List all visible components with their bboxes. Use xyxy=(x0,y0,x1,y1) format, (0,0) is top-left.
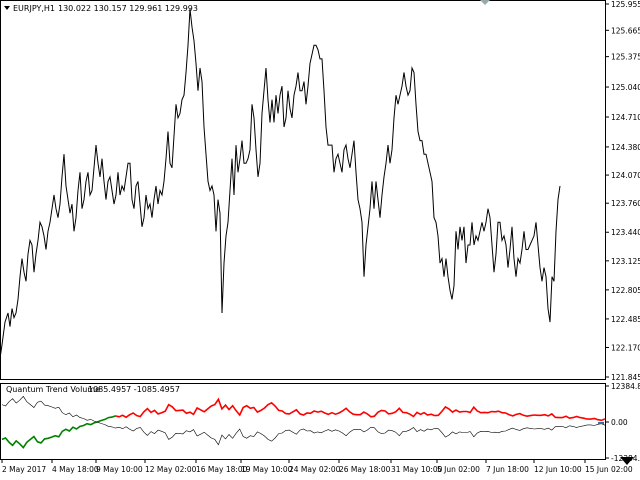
symbol-label: EURJPY,H1 xyxy=(13,4,55,13)
price-tick-label: 122.170 xyxy=(611,344,640,353)
price-tick-label: 123.760 xyxy=(611,199,640,208)
indicator-line-bear xyxy=(1,395,606,446)
time-tick-label: 15 Jun 02:00 xyxy=(585,465,633,474)
time-tick-label: 31 May 10:00 xyxy=(391,465,443,474)
time-tick-label: 9 May 10:00 xyxy=(96,465,143,474)
time-tick-label: 12 May 02:00 xyxy=(145,465,197,474)
time-tick-label: 4 May 18:00 xyxy=(52,465,99,474)
time-tick-label: 26 May 18:00 xyxy=(339,465,391,474)
price-tick-label: 124.070 xyxy=(611,171,640,180)
price-tick-label: 122.485 xyxy=(611,315,640,324)
time-tick-label: 12 Jun 10:00 xyxy=(534,465,582,474)
price-tick-label: 125.665 xyxy=(611,26,640,35)
time-tick-label: 16 May 18:00 xyxy=(196,465,248,474)
price-line xyxy=(0,8,561,359)
price-tick-label: 123.440 xyxy=(611,228,640,237)
price-tick-label: 124.380 xyxy=(611,143,640,152)
indicator-frame xyxy=(0,383,606,460)
price-tick-label: 123.125 xyxy=(611,257,640,266)
indicator-axis: 12384.820.00-12384.82 xyxy=(598,382,640,463)
price-tick-label: 122.805 xyxy=(611,286,640,295)
main-chart-frame xyxy=(0,0,606,380)
price-tick-label: 124.710 xyxy=(611,113,640,122)
indicator-values: 1085.4957 -1085.4957 xyxy=(88,385,180,394)
triangle-down-icon[interactable] xyxy=(4,6,10,10)
price-tick-label: 125.955 xyxy=(611,0,640,9)
time-tick-label: 24 May 02:00 xyxy=(289,465,341,474)
indicator-line-bull-green xyxy=(1,415,116,449)
time-tick-label: 7 Jun 18:00 xyxy=(486,465,529,474)
scroll-marker-icon[interactable] xyxy=(480,0,490,5)
price-tick-label: 121.845 xyxy=(611,373,640,382)
time-tick-label: 2 May 2017 xyxy=(2,465,46,474)
indicator-tick-label: 12384.82 xyxy=(611,382,640,391)
price-series xyxy=(0,8,561,359)
indicator-line-bull-red xyxy=(115,397,606,422)
time-tick-label: 5 Jun 02:00 xyxy=(437,465,480,474)
time-axis: 2 May 2017 4 May 18:009 May 10:00 12 May 0… xyxy=(1,459,633,474)
indicator-tick-label: 0.00 xyxy=(611,418,628,427)
chart-shift-icon[interactable] xyxy=(620,457,634,465)
ohlc-values: 130.022 130.157 129.961 129.993 xyxy=(58,4,198,13)
indicator-name: Quantum Trend Volume xyxy=(6,385,100,394)
time-tick-label: 19 May 10:00 xyxy=(241,465,293,474)
price-tick-label: 125.375 xyxy=(611,53,640,62)
price-tick-label: 125.040 xyxy=(611,83,640,92)
indicator-series xyxy=(1,395,606,449)
price-axis: 125.955 125.665 125.375 125.040 124.710 124.3… xyxy=(605,0,640,382)
